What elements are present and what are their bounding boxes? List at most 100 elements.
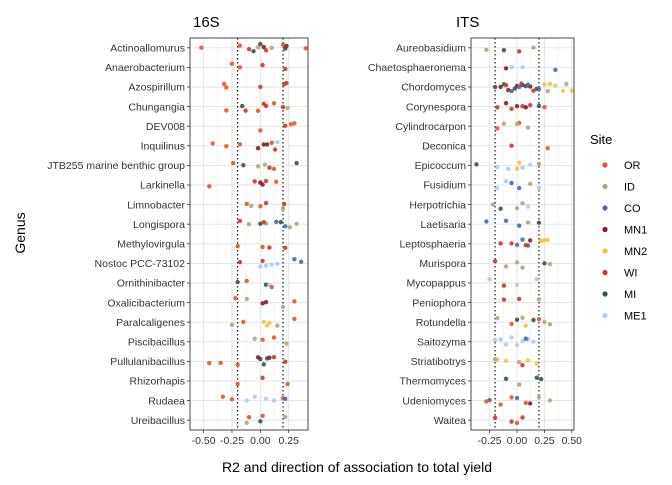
point-thermomyces-mi: [503, 376, 509, 382]
point-peniophora-id: [536, 297, 542, 302]
point-thermomyces-mi: [534, 375, 539, 380]
point-aureobasidium-mi: [501, 48, 507, 53]
point-azospirillum-wi: [258, 84, 263, 90]
point-udeniomyces-co: [487, 397, 492, 403]
genus-labels-16s: Actinoallomurus Anaerobacterium Azospirill…: [47, 43, 190, 427]
point-chordomyces-id: [564, 81, 569, 87]
point-actinoallomurus-or: [280, 42, 286, 47]
point-rhizorhapis-or: [235, 381, 240, 387]
point-rudaea-me1: [263, 396, 269, 401]
point-chungangia-or: [255, 108, 261, 113]
point-striatibotrys-mn2: [503, 358, 509, 364]
point-limnobacter-wi: [281, 201, 287, 207]
genus-label-rudaea: Rudaea: [148, 395, 185, 407]
point-longispora-wi: [237, 218, 243, 224]
point-murispora-wi: [492, 259, 498, 264]
point-azospirillum-or: [221, 81, 227, 87]
point-mycopappus-me1: [534, 276, 539, 282]
point-epicoccum-me1: [495, 165, 500, 170]
point-jtb255-marine-benthic-group-mi: [241, 162, 246, 168]
genus-label-ornithinibacter: Ornithinibacter: [117, 278, 186, 290]
point-chordomyces-mi: [492, 84, 498, 90]
point-jtb255-marine-benthic-group-mi: [294, 160, 299, 166]
genus-label-jtb255-marine-benthic-group: JTB255 marine benthic group: [47, 160, 185, 172]
point-corynespora-wi: [509, 106, 514, 112]
point-inquilinus-or: [269, 140, 274, 145]
point-leptosphaeria-co: [520, 237, 525, 242]
point-udeniomyces-co: [514, 395, 520, 401]
point-saitozyma-me1: [492, 337, 498, 343]
point-inquilinus-mn1: [261, 142, 266, 147]
point-leptosphaeria-mn2: [538, 238, 544, 243]
point-methylovirgula-wi: [283, 245, 288, 251]
genus-label-mycopappus: Mycopappus: [406, 278, 466, 290]
genus-label-limnobacter: Limnobacter: [127, 199, 185, 211]
point-actinoallomurus-wi: [263, 48, 269, 53]
point-larkinella-mn1: [260, 182, 265, 187]
point-chordomyces-mi: [512, 86, 518, 91]
point-limnobacter-or: [244, 201, 249, 207]
point-chungangia-wi: [243, 108, 248, 113]
point-limnobacter-or: [258, 203, 263, 209]
point-paralcaligenes-mn2: [261, 319, 266, 325]
point-limnobacter-wi: [263, 200, 269, 206]
genus-label-dev008: DEV008: [146, 121, 185, 133]
reference-lines-its: [494, 38, 540, 430]
point-jtb255-marine-benthic-group-id: [255, 164, 261, 169]
point-pullulanibacillus-wi: [271, 354, 277, 360]
genus-label-aureobasidium: Aureobasidium: [396, 43, 466, 55]
point-pullulanibacillus-mn1: [267, 355, 272, 360]
point-deconica-wi: [509, 143, 514, 148]
x-tick-label-its: 0.25: [534, 435, 555, 447]
genus-labels-its: Aureobasidium Chaetosphaeronema Chordomyce…: [368, 43, 471, 427]
genus-label-leptosphaeria: Leptosphaeria: [399, 239, 466, 251]
point-actinoallomurus-or: [303, 46, 308, 51]
point-ornithinibacter-or: [269, 284, 274, 290]
genus-label-laetisaria: Laetisaria: [420, 219, 466, 231]
point-dev008-or: [258, 128, 263, 133]
point-chordomyces-id: [545, 88, 550, 94]
point-rotundella-id: [520, 315, 525, 320]
point-chordomyces-co: [509, 88, 514, 94]
genus-label-inquilinus: Inquilinus: [141, 141, 185, 153]
point-aureobasidium-wi: [517, 49, 522, 54]
x-axis-title: R2 and direction of association to total…: [222, 459, 492, 475]
point-udeniomyces-id: [536, 394, 542, 400]
point-udeniomyces-or: [509, 395, 514, 400]
point-larkinella-wi: [252, 179, 257, 184]
x-tick-label-16s: 0.25: [278, 435, 299, 447]
point-oxalicibacterium-mn1: [263, 299, 269, 305]
point-pullulanibacillus-or: [218, 360, 223, 366]
legend: Site OR ID CO MN1 MN2 WI MI ME1: [590, 132, 647, 323]
point-murispora-id: [514, 260, 520, 265]
point-saitozyma-me1: [498, 337, 503, 342]
point-herpotrichia-mi: [498, 206, 503, 211]
point-inquilinus-or: [210, 141, 215, 146]
point-ornithinibacter-mi: [263, 282, 269, 287]
point-aureobasidium-id: [531, 45, 536, 50]
genus-label-actinoallomurus: Actinoallomurus: [110, 43, 185, 55]
point-oxalicibacterium-mn1: [260, 301, 265, 306]
point-longispora-wi: [261, 219, 266, 225]
point-paralcaligenes-mn2: [267, 320, 272, 326]
gridlines-16s: [190, 38, 308, 430]
point-rotundella-or: [536, 317, 542, 322]
point-herpotrichia-me1: [525, 204, 531, 209]
point-deconica-or: [545, 146, 550, 151]
point-rudaea-or: [229, 397, 235, 402]
point-leptosphaeria-wi: [498, 241, 503, 246]
point-saitozyma-co: [523, 336, 528, 341]
point-chordomyces-mn1: [498, 84, 503, 90]
point-nostoc-pcc-73102-me1: [269, 262, 274, 267]
point-epicoccum-mn2: [514, 166, 520, 171]
genus-label-corynespora: Corynespora: [406, 101, 466, 113]
point-laetisaria-co: [484, 219, 489, 224]
genus-label-rotundella: Rotundella: [416, 317, 466, 329]
point-larkinella-or: [207, 184, 212, 189]
genus-label-chordomyces: Chordomyces: [401, 82, 466, 94]
point-actinoallomurus-or: [199, 45, 204, 50]
point-piscibacillus-id: [284, 341, 289, 346]
point-ureibacillus-or: [260, 413, 265, 418]
point-ureibacillus-id: [244, 420, 249, 425]
